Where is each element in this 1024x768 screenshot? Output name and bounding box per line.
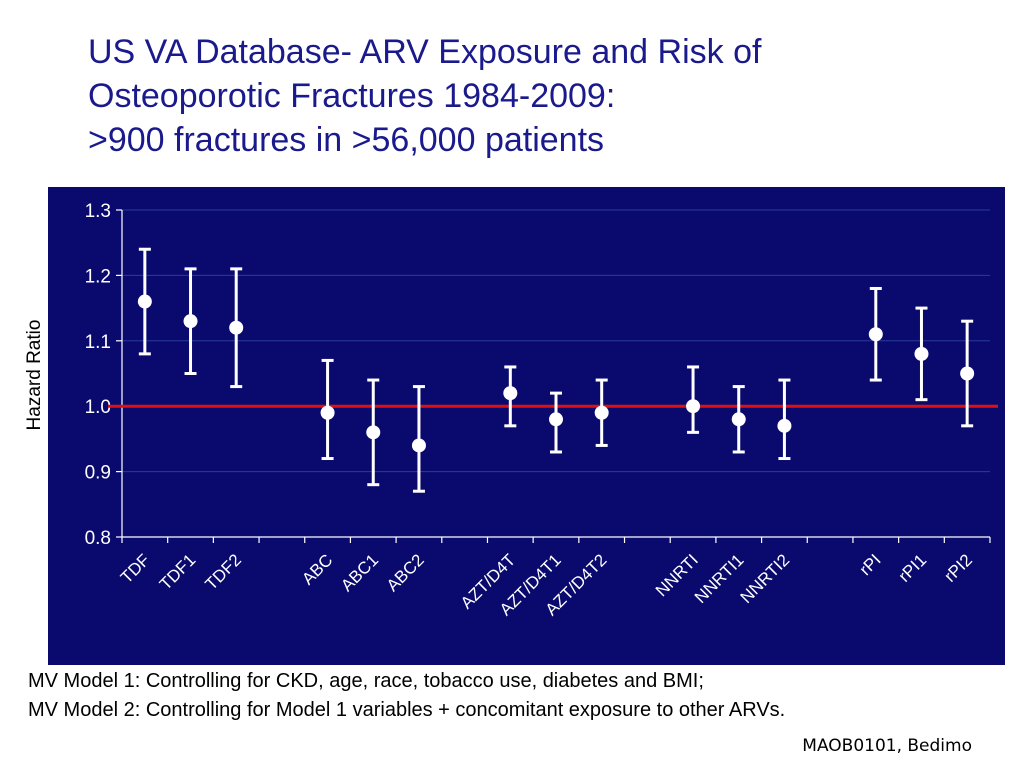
- point-rpi: [868, 327, 883, 342]
- point-nnrti1: [731, 412, 746, 427]
- note-model-2: MV Model 2: Controlling for Model 1 vari…: [28, 699, 786, 721]
- credit-label: MAOB0101, Bedimo: [802, 736, 972, 756]
- point-rpi2: [960, 366, 975, 381]
- model-notes: MV Model 1: Controlling for CKD, age, ra…: [28, 667, 785, 725]
- note-model-1: MV Model 1: Controlling for CKD, age, ra…: [28, 670, 704, 692]
- y-tick-label-0-8: 0.8: [85, 528, 111, 549]
- title-line-2: Osteoporotic Fractures 1984-2009:: [88, 77, 616, 115]
- y-tick-label-1-0: 1.0: [85, 397, 111, 418]
- title-line-3: >900 fractures in >56,000 patients: [88, 121, 605, 159]
- error-bar-marks: [137, 247, 975, 493]
- y-tick-label-0-9: 0.9: [85, 463, 111, 484]
- y-axis-label: Hazard Ratio: [24, 320, 45, 431]
- point-abc1: [366, 425, 381, 440]
- point-azt-d4t: [503, 386, 518, 401]
- point-azt-d4t2: [594, 405, 609, 420]
- point-abc2: [411, 438, 426, 453]
- point-tdf1: [183, 314, 198, 329]
- point-tdf: [137, 294, 152, 309]
- point-nnrti2: [777, 418, 792, 433]
- point-azt-d4t1: [549, 412, 563, 427]
- point-nnrti: [686, 399, 701, 414]
- title-line-1: US VA Database- ARV Exposure and Risk of: [88, 33, 762, 71]
- y-tick-label-1-3: 1.3: [85, 201, 111, 222]
- y-tick-label-1-2: 1.2: [85, 266, 111, 287]
- point-abc: [320, 405, 335, 420]
- chart-background: [48, 187, 1005, 665]
- point-rpi1: [914, 346, 929, 361]
- y-tick-label-1-1: 1.1: [85, 332, 111, 353]
- slide-title: US VA Database- ARV Exposure and Risk of…: [88, 30, 988, 162]
- y-ticks: 0.8 0.9 1.0 1.1 1.2 1.3: [85, 201, 122, 549]
- point-tdf2: [229, 320, 244, 335]
